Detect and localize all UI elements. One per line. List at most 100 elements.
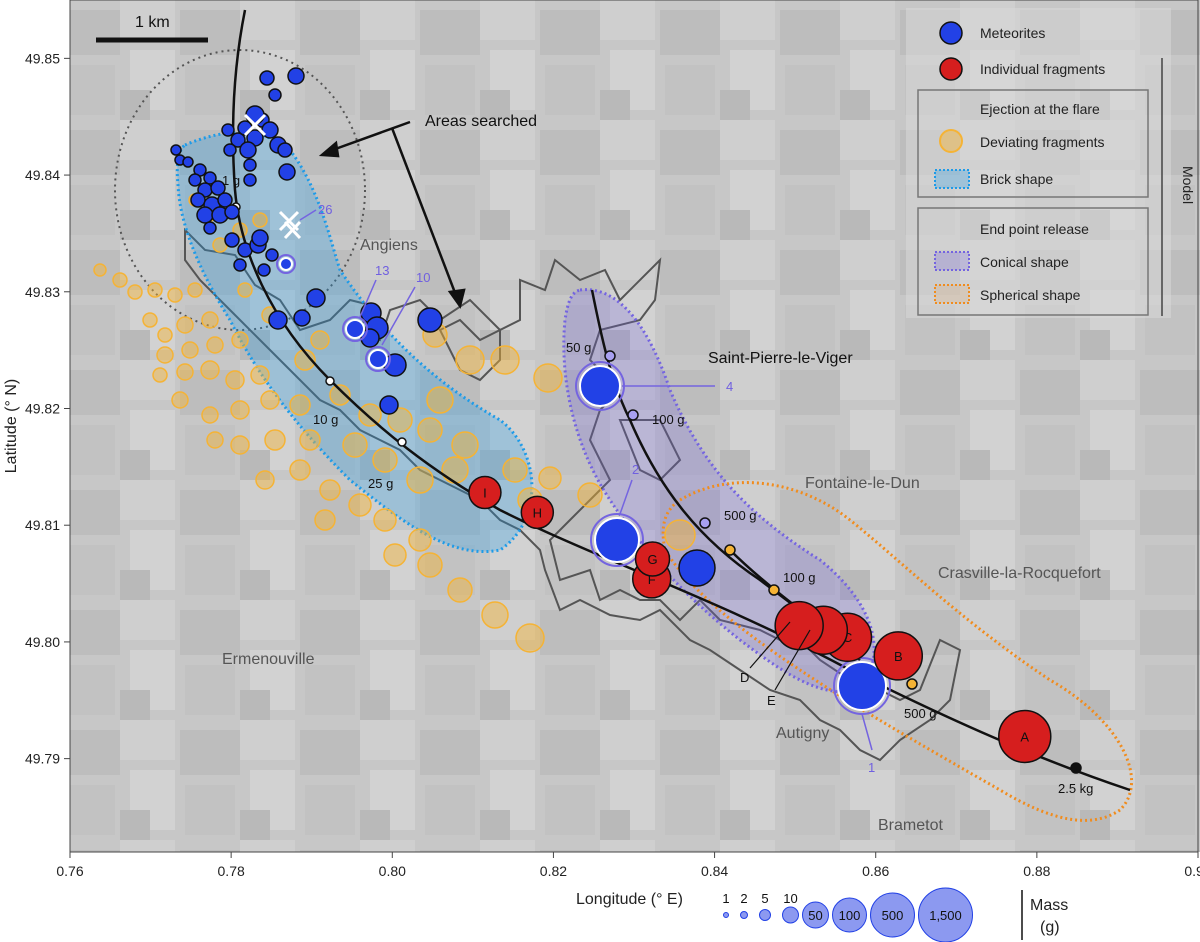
fragment-label: G (647, 552, 657, 567)
size-legend-value: 500 (882, 908, 904, 923)
y-tick-label: 49.85 (25, 50, 60, 66)
num-26: 26 (318, 202, 332, 217)
label-100g-conical: 100 g (652, 412, 685, 427)
x-tick-label: 0.78 (218, 863, 245, 879)
x-axis-label: Longitude (° E) (576, 891, 683, 908)
num-2: 2 (632, 462, 639, 477)
place-angiens: Angiens (360, 237, 418, 254)
size-legend-value: 5 (761, 891, 768, 906)
size-legend-value: 100 (839, 908, 861, 923)
numbered-meteorites (276, 254, 891, 715)
legend-end-title: End point release (980, 221, 1089, 237)
legend-conical: Conical shape (980, 254, 1069, 270)
label-1g: 1 g (222, 173, 240, 188)
label-10g: 10 g (313, 412, 338, 427)
size-legend-value: 50 (808, 908, 822, 923)
fragment-marker (998, 709, 1052, 764)
meteorite-cluster (170, 67, 305, 277)
x-tick-label: 0.86 (862, 863, 889, 879)
x-tick-label: 0.88 (1023, 863, 1050, 879)
legend-spherical-swatch (934, 284, 970, 304)
label-25g: 25 g (368, 476, 393, 491)
individual-fragments: A B C FG H I (468, 475, 1052, 764)
y-axis-ticks: 49.79 49.80 49.81 49.82 49.83 49.84 49.85 (25, 50, 70, 767)
legend-spherical: Spherical shape (980, 287, 1081, 303)
x-tick-label: 0.90 (1184, 863, 1200, 879)
num-4: 4 (726, 379, 733, 394)
legend-brick-swatch (934, 169, 970, 189)
size-legend-circle (723, 912, 729, 918)
label-fragment-D: D (740, 670, 749, 685)
y-axis-label: Latitude (° N) (3, 379, 20, 473)
size-legend-circle (918, 887, 973, 942)
mass-size-legend: Mass (g) 1 2 5 10 50 100 500 1,500 (722, 887, 1068, 942)
x-axis-ticks: 0.76 0.78 0.80 0.82 0.84 0.86 0.88 0.90 (56, 852, 1200, 879)
fragment-label: A (1020, 729, 1029, 744)
legend-meteorites: Meteorites (980, 25, 1045, 41)
num-1: 1 (868, 760, 875, 775)
x-tick-label: 0.76 (56, 863, 83, 879)
num-10: 10 (416, 270, 430, 285)
fragment-marker (873, 631, 924, 681)
fragment-marker (774, 600, 824, 651)
size-legend-circle (782, 906, 799, 924)
y-tick-label: 49.79 (25, 751, 60, 767)
legend-deviating: Deviating fragments (980, 134, 1105, 150)
legend-conical-swatch (934, 251, 970, 271)
size-legend-value: 1,500 (929, 908, 962, 923)
fragment-leaders (749, 621, 811, 691)
fragment-label: H (533, 505, 542, 520)
size-legend-value: 1 (722, 891, 729, 906)
legend-flare-box (917, 89, 1149, 198)
label-50g: 50 g (566, 340, 591, 355)
label-areas-searched: Areas searched (425, 113, 537, 130)
size-legend-unit: (g) (1040, 919, 1060, 936)
plot-frame (69, 0, 1199, 853)
label-2-5kg: 2.5 kg (1058, 781, 1093, 796)
label-fragment-E: E (767, 693, 776, 708)
size-legend-circle (802, 901, 829, 929)
legend-fragments: Individual fragments (980, 61, 1105, 77)
fragment-marker (468, 475, 502, 510)
y-tick-label: 49.83 (25, 284, 60, 300)
x-tick-label: 0.80 (379, 863, 406, 879)
scale-bar-label: 1 km (135, 14, 170, 31)
label-100g-spherical: 100 g (783, 570, 816, 585)
legend-end-box (917, 207, 1149, 316)
flare-search-ellipse (114, 49, 366, 331)
areas-searched-arrows (318, 120, 466, 309)
pointer-lines (299, 209, 873, 751)
size-legend-circle (832, 897, 867, 933)
y-tick-label: 49.80 (25, 634, 60, 650)
legend-meteorite-swatch (939, 21, 963, 45)
place-autigny: Autigny (776, 725, 829, 742)
spherical-shape-region (661, 481, 1133, 822)
legend: Meteorites Individual fragments Ejection… (906, 8, 1196, 318)
legend-deviating-swatch (939, 129, 963, 153)
size-legend-circle (740, 911, 748, 919)
y-tick-label: 49.84 (25, 167, 60, 183)
place-saint-pierre: Saint-Pierre-le-Viger (708, 350, 853, 367)
place-fontaine: Fontaine-le-Dun (805, 475, 920, 492)
fragment-label: F (648, 572, 656, 587)
fragment-marker (634, 541, 671, 577)
place-brametot: Brametot (878, 817, 943, 834)
fragment-label: I (483, 486, 487, 501)
size-legend-circle (759, 909, 771, 921)
size-legend-value: 10 (783, 891, 797, 906)
num-13: 13 (375, 263, 389, 278)
fragment-marker (520, 495, 555, 530)
size-legend-mass: Mass (1030, 897, 1068, 914)
label-500g-conical: 500 g (724, 508, 757, 523)
place-ermenouville: Ermenouville (222, 651, 315, 668)
legend-brick: Brick shape (980, 171, 1053, 187)
size-legend-value: 2 (740, 891, 747, 906)
place-crasville: Crasville-la-Rocquefort (938, 565, 1101, 582)
x-tick-label: 0.82 (540, 863, 567, 879)
x-tick-label: 0.84 (701, 863, 728, 879)
y-tick-label: 49.82 (25, 400, 60, 416)
fragment-label: C (843, 630, 852, 645)
fragment-label: B (894, 649, 903, 664)
conical-shape-region (562, 288, 876, 694)
